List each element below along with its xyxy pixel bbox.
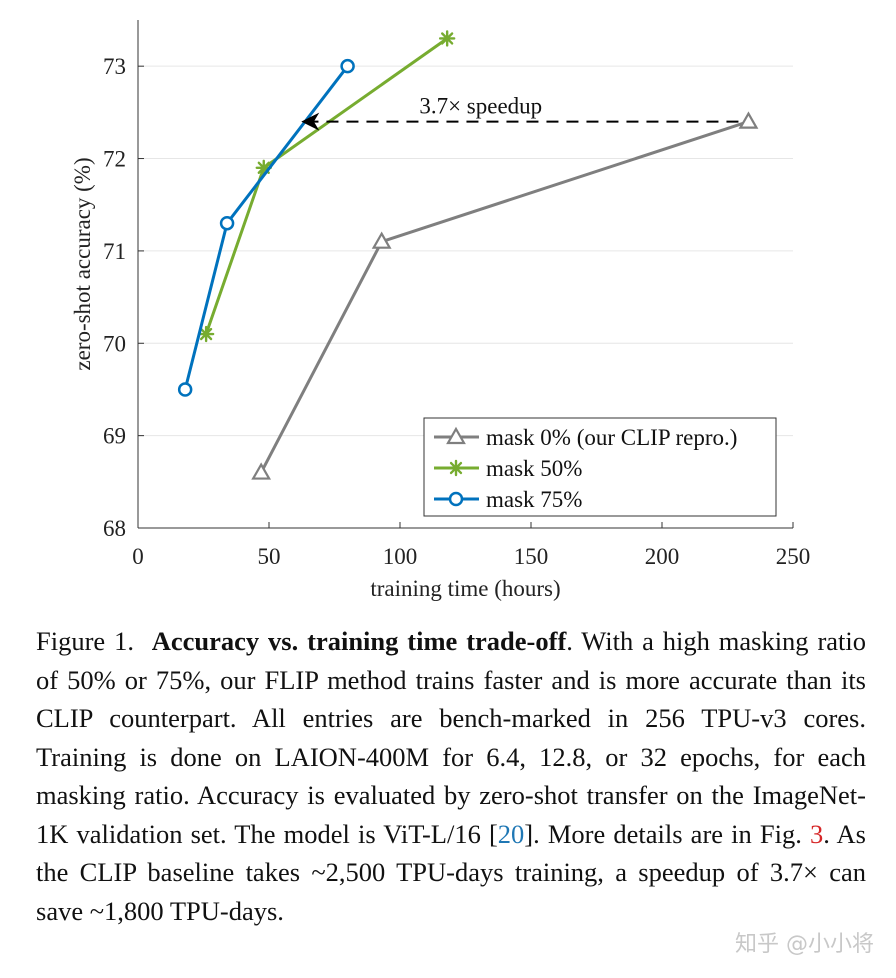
y-tick-label: 71 <box>103 239 126 264</box>
y-tick-label: 68 <box>103 516 126 541</box>
x-axis-label: training time (hours) <box>370 576 560 601</box>
data-point <box>738 111 759 129</box>
data-point <box>340 58 355 74</box>
legend-marker <box>447 459 465 477</box>
watermark: 知乎 @小小将 <box>735 932 874 957</box>
legend-marker <box>446 426 466 445</box>
citation-link[interactable]: 20 <box>497 818 525 849</box>
y-axis-label: zero-shot accuracy (%) <box>70 157 95 370</box>
x-tick-label: 200 <box>645 544 680 569</box>
asterisk-stroke <box>441 32 454 45</box>
data-point <box>219 215 235 231</box>
axes: 68 69 70 71 72 73 0 50 100 150 200 250 training time… <box>70 20 810 601</box>
legend-marker <box>448 491 464 507</box>
data-point <box>371 231 392 249</box>
series-group <box>177 30 759 480</box>
y-tick-label: 70 <box>103 331 126 356</box>
data-point <box>197 325 215 343</box>
y-tick-label: 69 <box>103 424 126 449</box>
data-point <box>438 30 456 47</box>
legend-box <box>423 417 777 517</box>
y-tick-label: 73 <box>103 54 126 79</box>
x-tick-label: 50 <box>258 544 281 569</box>
asterisk-stroke <box>449 461 463 475</box>
figure-link[interactable]: 3 <box>810 818 824 849</box>
data-point <box>251 462 272 480</box>
x-tick-label: 0 <box>132 544 144 569</box>
legend-entry: mask 0% (our CLIP repro.) <box>486 425 737 450</box>
caption-text-1: . With a high masking ratio of 50% or 75… <box>36 626 867 849</box>
figure-title: Accuracy vs. training time trade-off <box>151 626 567 656</box>
caption-text-3: . As the CLIP baseline takes ~2,500 TPU-… <box>36 818 866 926</box>
figure-label: Figure 1. <box>36 626 134 656</box>
series-line-2 <box>183 65 349 390</box>
legend-entry: mask 50% <box>486 456 582 481</box>
data-point <box>177 382 193 397</box>
x-tick-label: 250 <box>776 544 811 569</box>
speedup-label: 3.7× speedup <box>419 94 542 119</box>
figure-caption: Figure 1. Accuracy vs. training time tra… <box>36 622 866 930</box>
speedup-annotation: 3.7× speedup <box>301 94 739 131</box>
asterisk-stroke <box>257 161 270 174</box>
x-tick-label: 150 <box>514 544 549 569</box>
y-tick-label: 72 <box>103 147 126 172</box>
line-chart: 68 69 70 71 72 73 0 50 100 150 200 250 training time… <box>70 20 810 601</box>
asterisk-stroke <box>199 327 213 341</box>
caption-text-2: ]. More details are in Fig. <box>524 818 810 849</box>
x-tick-label: 100 <box>383 544 418 569</box>
series-line-1 <box>204 37 449 335</box>
legend-entry: mask 75% <box>486 487 582 512</box>
legend: mask 0% (our CLIP repro.) mask 50% mask 75… <box>423 417 777 517</box>
